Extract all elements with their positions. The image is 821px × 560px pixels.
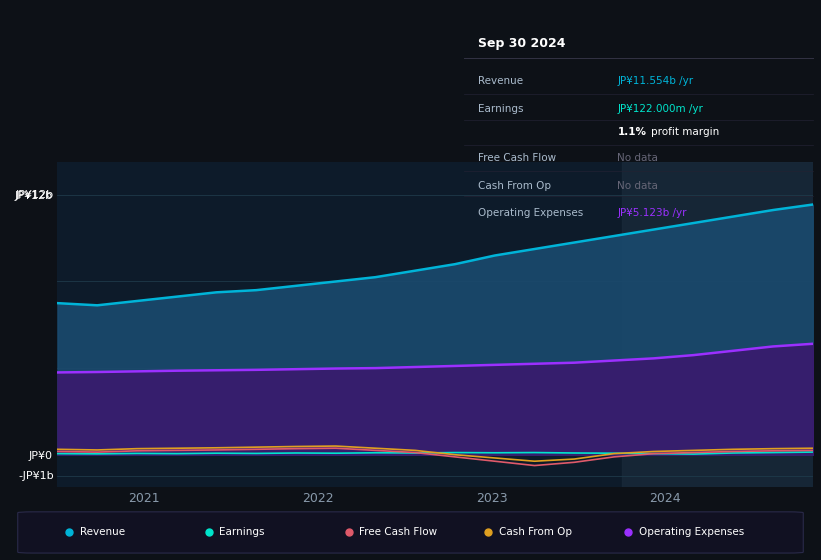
Text: profit margin: profit margin — [650, 127, 719, 137]
Bar — [621, 162, 813, 487]
Text: No data: No data — [617, 180, 658, 190]
Text: JP¥5.123b /yr: JP¥5.123b /yr — [617, 208, 687, 218]
Text: Earnings: Earnings — [219, 527, 265, 537]
Text: Free Cash Flow: Free Cash Flow — [359, 527, 438, 537]
Text: Sep 30 2024: Sep 30 2024 — [478, 36, 566, 50]
Text: No data: No data — [617, 153, 658, 163]
Text: 1.1%: 1.1% — [617, 127, 646, 137]
Text: Revenue: Revenue — [80, 527, 125, 537]
Text: -JP¥1b: -JP¥1b — [18, 472, 53, 482]
Text: Cash From Op: Cash From Op — [478, 180, 551, 190]
Text: JP¥12b: JP¥12b — [16, 190, 53, 200]
Text: JP¥122.000m /yr: JP¥122.000m /yr — [617, 104, 704, 114]
Text: Operating Expenses: Operating Expenses — [639, 527, 744, 537]
Text: Operating Expenses: Operating Expenses — [478, 208, 583, 218]
Text: JP¥11.554b /yr: JP¥11.554b /yr — [617, 76, 694, 86]
Text: Revenue: Revenue — [478, 76, 523, 86]
Text: Cash From Op: Cash From Op — [499, 527, 572, 537]
Text: Earnings: Earnings — [478, 104, 523, 114]
Text: Free Cash Flow: Free Cash Flow — [478, 153, 556, 163]
FancyBboxPatch shape — [18, 512, 803, 553]
